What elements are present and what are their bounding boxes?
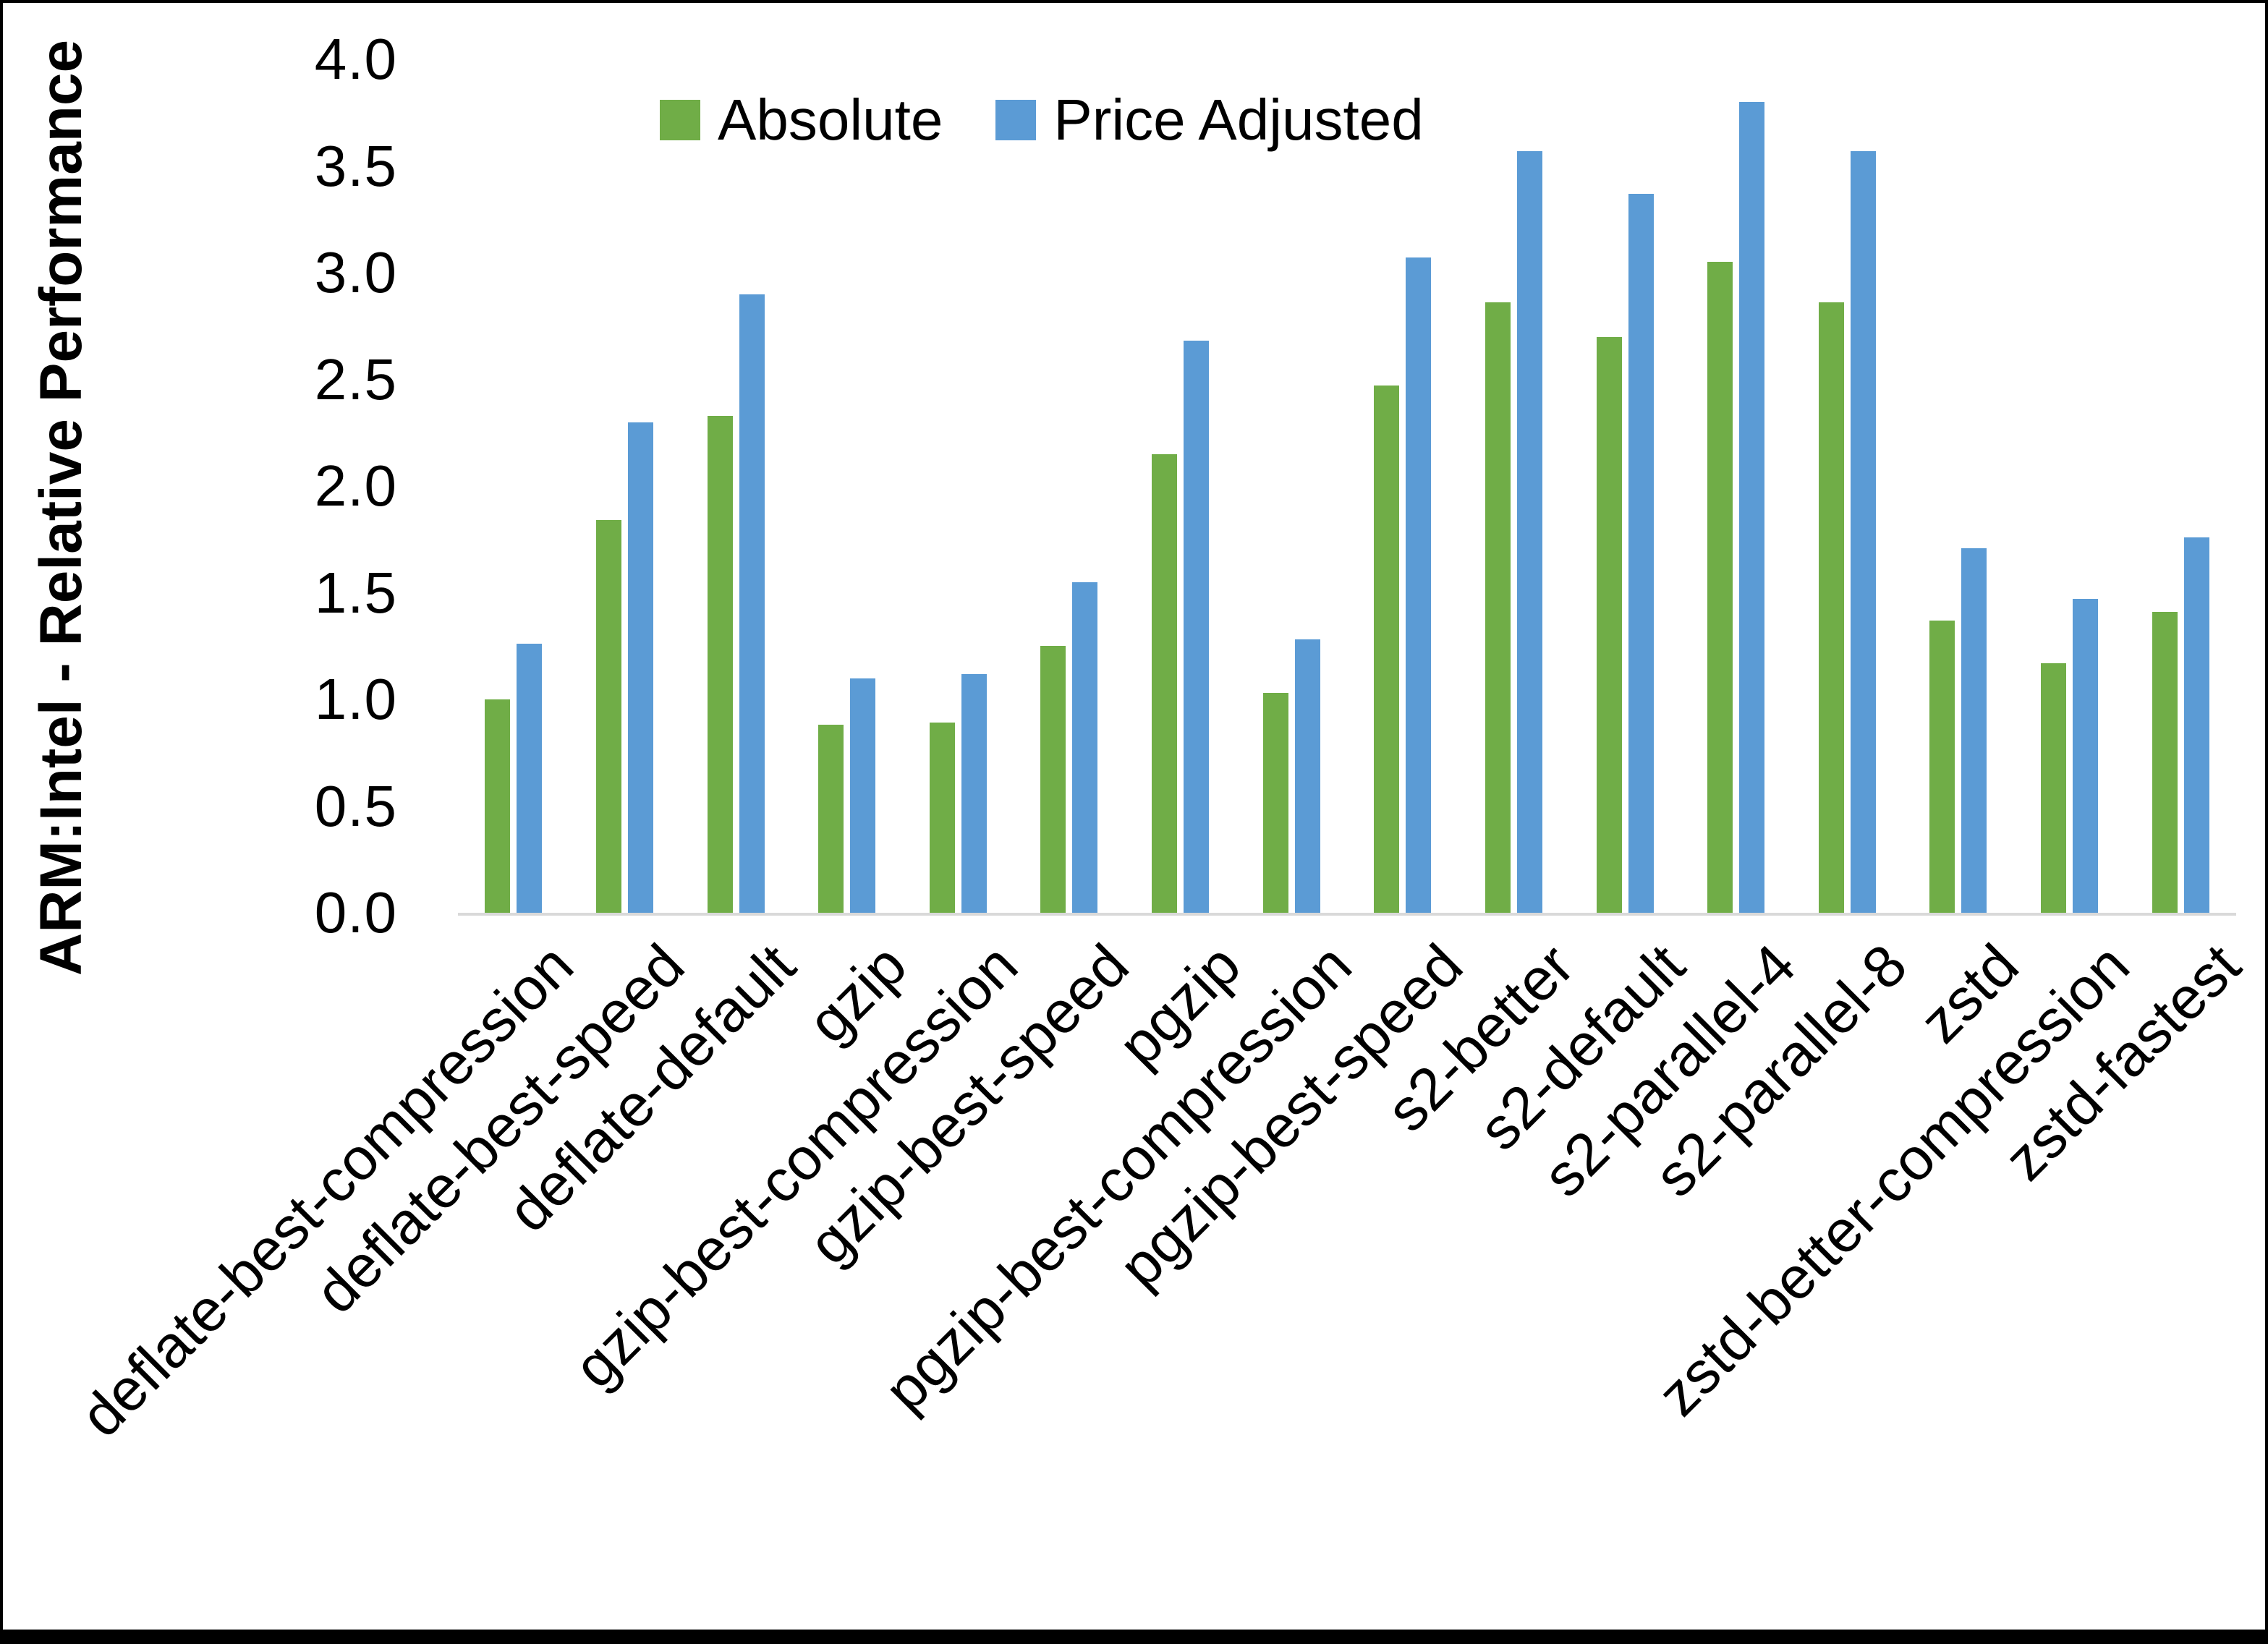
bar-price-adjusted-zstd (1961, 548, 1987, 913)
bar-price-adjusted-deflate-best-compression (517, 644, 543, 913)
legend-item-absolute: Absolute (660, 87, 943, 153)
y-axis-tick-label: 3.0 (314, 240, 397, 304)
plot-area (458, 59, 2236, 916)
bar-absolute-zstd-fastest (2152, 612, 2178, 913)
bar-absolute-gzip-best-compression (929, 723, 955, 913)
legend-item-price-adjusted: Price Adjusted (995, 87, 1424, 153)
bar-price-adjusted-gzip (850, 678, 876, 913)
bar-price-adjusted-zstd-better-compression (2073, 599, 2099, 913)
bar-price-adjusted-pgzip (1184, 341, 1210, 913)
bar-absolute-pgzip-best-speed (1374, 386, 1400, 913)
bar-absolute-deflate-best-speed (595, 520, 621, 913)
bar-price-adjusted-gzip-best-compression (961, 673, 987, 913)
bar-absolute-s2-parallel-4 (1707, 262, 1733, 913)
y-axis-tick-label: 1.0 (314, 667, 397, 731)
bar-price-adjusted-deflate-best-speed (627, 422, 653, 913)
legend-label-absolute: Absolute (718, 88, 943, 152)
bar-absolute-pgzip (1152, 453, 1178, 913)
y-axis-tick-label: 1.5 (314, 560, 397, 625)
y-axis-tick-label: 2.5 (314, 346, 397, 412)
y-axis-tick-label: 2.0 (314, 453, 397, 518)
y-axis-title: ARM:Intel - Relative Performance (28, 39, 94, 976)
legend-label-price-adjusted: Price Adjusted (1053, 88, 1424, 152)
bar-price-adjusted-zstd-fastest (2183, 537, 2209, 913)
y-axis-tick-label: 3.5 (314, 133, 397, 198)
bar-price-adjusted-pgzip-best-compression (1294, 639, 1320, 913)
bar-price-adjusted-deflate-default (739, 294, 765, 913)
bar-absolute-zstd (1929, 620, 1955, 913)
absolute-series-swatch-icon (660, 100, 700, 140)
bar-absolute-deflate-default (707, 415, 733, 913)
legend: Absolute Price Adjusted (660, 87, 1424, 153)
y-axis-tick-label: 0.5 (314, 773, 397, 838)
bar-price-adjusted-s2-parallel-4 (1739, 102, 1765, 913)
price-adjusted-series-swatch-icon (995, 100, 1037, 140)
bar-absolute-deflate-best-compression (485, 699, 511, 913)
bar-price-adjusted-pgzip-best-speed (1406, 257, 1432, 913)
bar-absolute-s2-parallel-8 (1818, 302, 1844, 913)
bar-absolute-zstd-better-compression (2041, 663, 2067, 913)
bar-price-adjusted-gzip-best-speed (1072, 582, 1098, 913)
bar-absolute-gzip (818, 725, 844, 913)
bar-absolute-s2-default (1596, 336, 1622, 913)
bar-price-adjusted-s2-parallel-8 (1850, 150, 1876, 913)
bar-price-adjusted-s2-better (1516, 150, 1542, 913)
bar-price-adjusted-s2-default (1628, 193, 1654, 913)
y-axis-tick-label: 0.0 (314, 880, 397, 945)
bar-absolute-s2-better (1485, 302, 1511, 913)
bar-absolute-gzip-best-speed (1040, 646, 1066, 913)
y-axis-tick-label: 4.0 (314, 27, 397, 91)
bar-absolute-pgzip-best-compression (1262, 693, 1288, 913)
